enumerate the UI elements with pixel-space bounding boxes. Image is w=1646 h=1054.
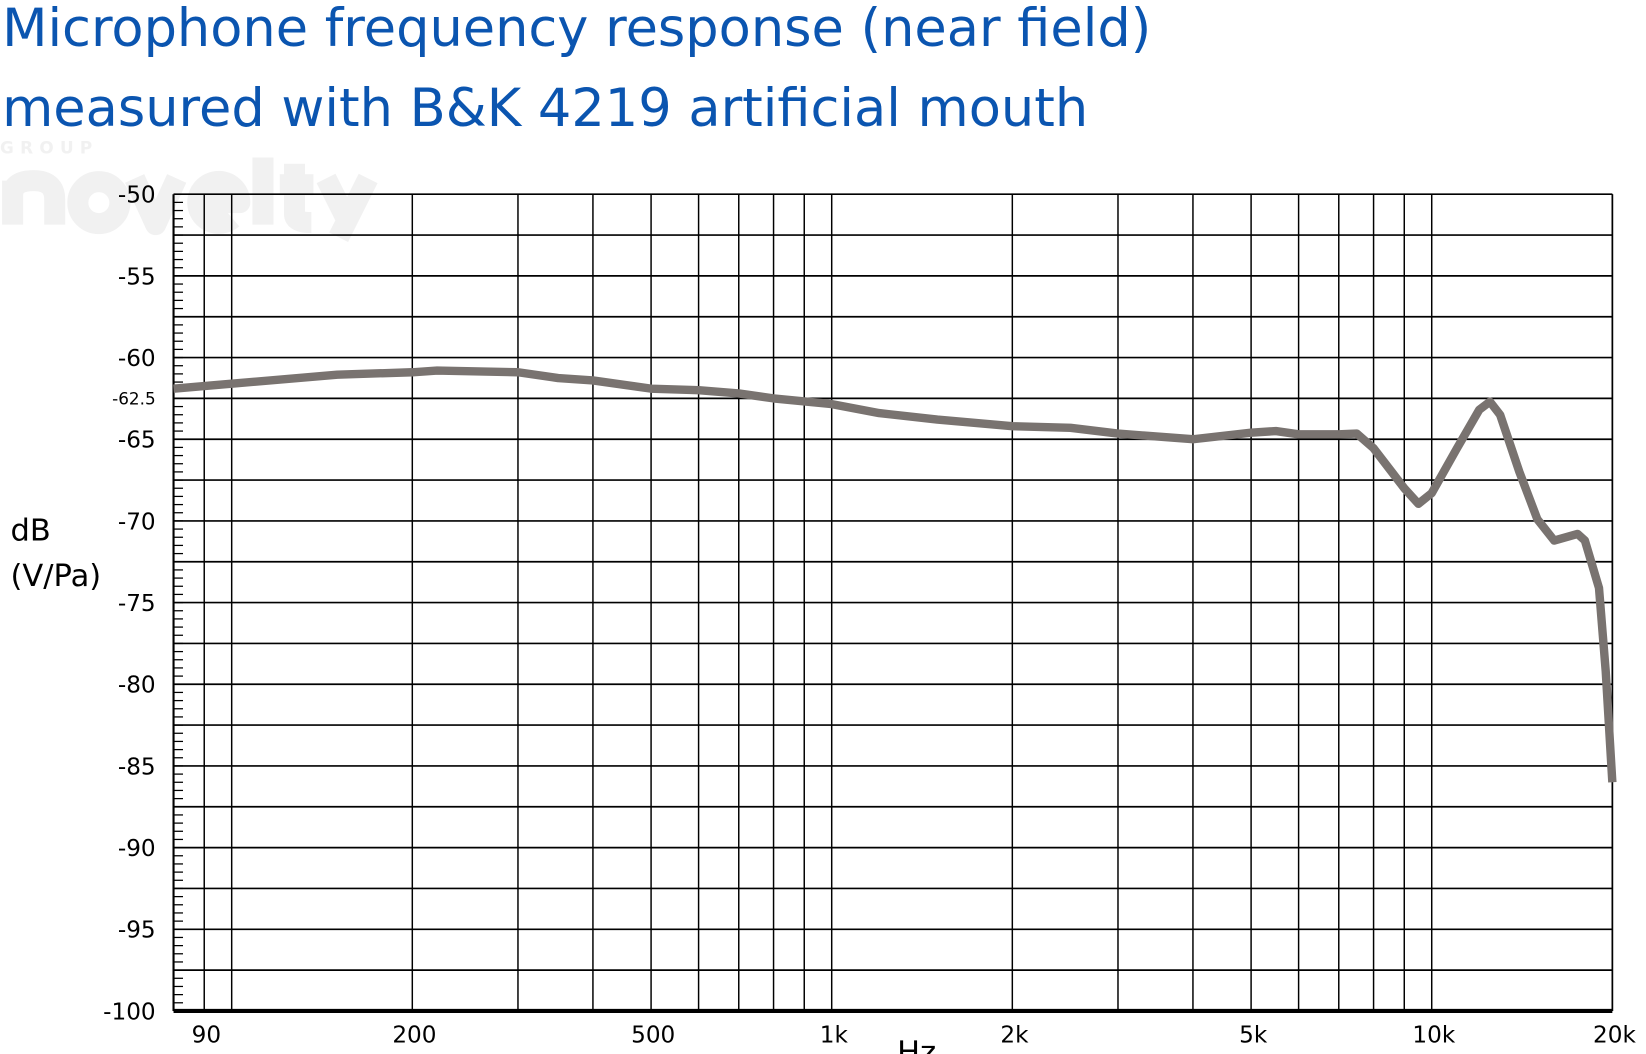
- x-axis-ticks: 90 200 500 1k 2k 5k 10k 20k: [192, 1022, 1637, 1048]
- y-tick-label: -80: [118, 673, 156, 699]
- chart-title: Microphone frequency response (near fiel…: [2, 0, 1151, 59]
- frequency-response-line: [173, 366, 1617, 783]
- watermark-novelty-glyphs: [2, 157, 378, 242]
- x-tick-label: 1k: [820, 1022, 849, 1048]
- x-tick-label: 500: [631, 1022, 675, 1048]
- y-tick-label: -60: [118, 346, 156, 372]
- y-tick-label: -95: [118, 918, 156, 944]
- y-tick-label: -85: [118, 754, 156, 780]
- y-tick-label: -90: [118, 836, 156, 862]
- y-tick-label: -65: [118, 428, 156, 454]
- x-tick-label: 5k: [1239, 1022, 1268, 1048]
- watermark-logo: GROUP: [0, 137, 378, 242]
- grid: [172, 193, 1614, 1014]
- x-tick-label: 200: [392, 1022, 436, 1048]
- watermark-group-text: GROUP: [0, 137, 99, 157]
- x-tick-label: 20k: [1593, 1022, 1636, 1048]
- y-tick-label: -70: [118, 509, 156, 535]
- y-tick-label: -55: [118, 264, 156, 290]
- x-tick-label: 2k: [1000, 1022, 1029, 1048]
- y-tick-label: -62.5: [112, 389, 156, 409]
- x-tick-label: 10k: [1412, 1022, 1455, 1048]
- series-group: [173, 366, 1617, 783]
- x-axis-label: Hz: [897, 1035, 936, 1054]
- y-tick-label: -50: [118, 183, 156, 209]
- y-axis-label-ratio: (V/Pa): [11, 559, 102, 594]
- y-tick-label: -100: [103, 999, 156, 1025]
- y-axis-ticks: -50 -55 -60 -62.5 -65 -70 -75 -80 -85 -90 -95 -100: [103, 183, 156, 1026]
- y-axis-label-unit: dB: [11, 514, 51, 549]
- y-tick-label: -75: [118, 591, 156, 617]
- x-tick-label: 90: [192, 1022, 221, 1048]
- chart-subtitle: measured with B&K 4219 artificial mouth: [2, 78, 1088, 139]
